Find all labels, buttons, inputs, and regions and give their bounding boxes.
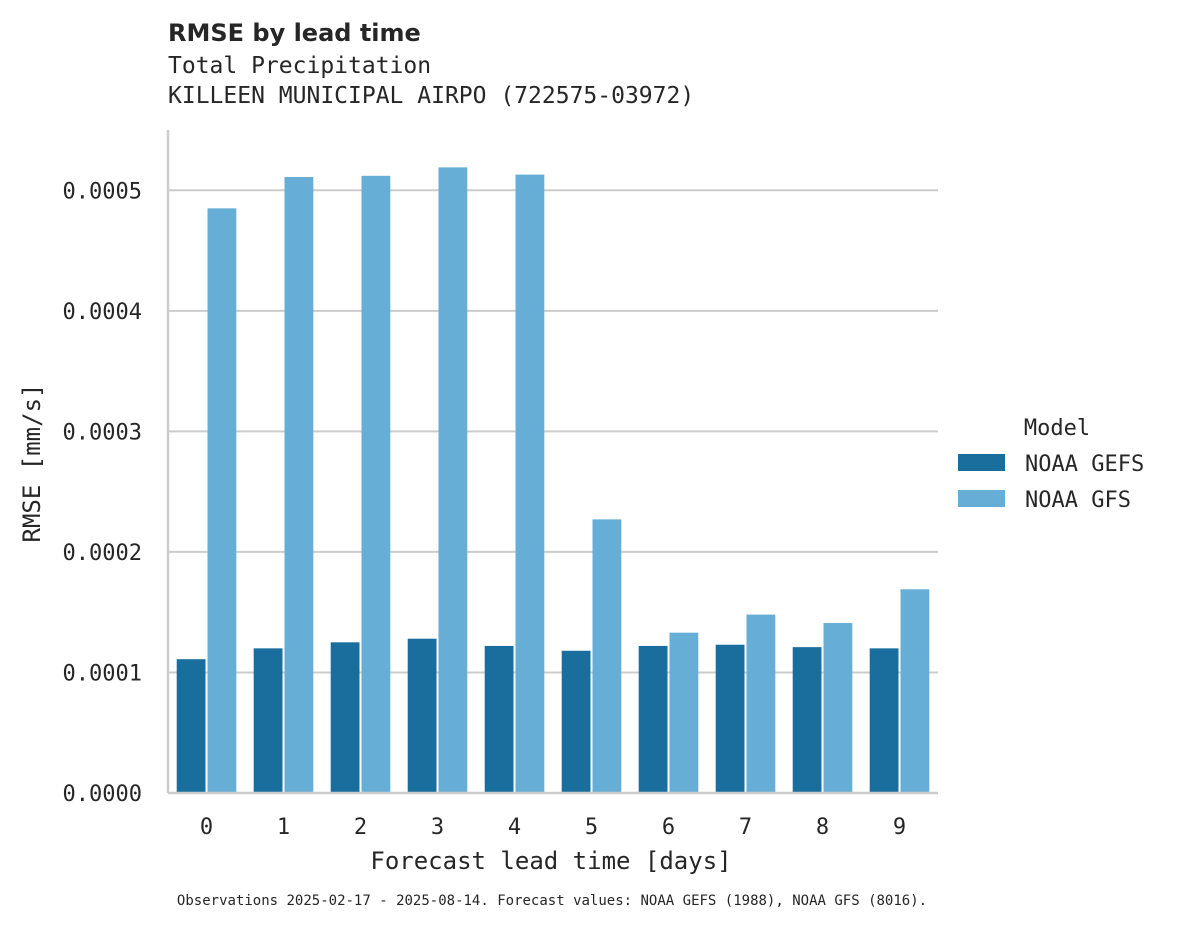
x-axis-label: Forecast lead time [days]	[370, 847, 731, 875]
y-tick-label: 0.0005	[63, 179, 142, 204]
x-tick-label: 2	[354, 815, 367, 840]
x-tick-label: 1	[277, 815, 290, 840]
axes	[166, 130, 938, 795]
chart-subtitle-variable: Total Precipitation	[168, 53, 431, 79]
legend-title: Model	[1024, 416, 1090, 441]
bar-noaa-gfs	[515, 174, 545, 794]
y-tick-label: 0.0004	[63, 300, 142, 325]
x-tick-label: 3	[431, 815, 444, 840]
bar-noaa-gfs	[592, 519, 622, 793]
legend-label-noaa-gfs: NOAA GFS	[1025, 488, 1131, 513]
bar-noaa-gefs	[330, 642, 360, 793]
bar-noaa-gefs	[869, 648, 899, 793]
y-tick-label: 0.0000	[63, 782, 142, 807]
bar-noaa-gfs	[746, 614, 776, 793]
legend-swatch-noaa-gefs	[958, 454, 1005, 471]
grid-lines	[168, 189, 938, 674]
legend: Model NOAA GEFS NOAA GFS	[958, 416, 1144, 513]
bar-noaa-gfs	[669, 632, 699, 793]
y-tick-label: 0.0002	[63, 541, 142, 566]
bar-noaa-gefs	[638, 645, 668, 793]
x-tick-label: 7	[739, 815, 752, 840]
bar-noaa-gfs	[361, 175, 391, 794]
bar-noaa-gefs	[484, 645, 514, 793]
bar-noaa-gfs	[284, 177, 314, 794]
x-tick-label: 6	[662, 815, 675, 840]
chart-footnote: Observations 2025-02-17 - 2025-08-14. Fo…	[177, 893, 927, 909]
bar-noaa-gefs	[176, 659, 206, 793]
bar-noaa-gfs	[207, 208, 237, 793]
bar-noaa-gefs	[253, 648, 283, 793]
x-tick-labels: 0 1 2 3 4 5 6 7 8 9	[200, 815, 906, 840]
y-tick-label: 0.0003	[63, 420, 142, 445]
y-tick-labels: 0.0000 0.0001 0.0002 0.0003 0.0004 0.0005	[63, 179, 142, 807]
x-tick-label: 4	[508, 815, 521, 840]
chart-title: RMSE by lead time	[168, 19, 421, 47]
legend-label-noaa-gefs: NOAA GEFS	[1025, 452, 1144, 477]
x-tick-label: 0	[200, 815, 213, 840]
bar-noaa-gfs	[900, 589, 930, 793]
legend-swatch-noaa-gfs	[958, 490, 1005, 507]
chart-subtitle-station: KILLEEN MUNICIPAL AIRPO (722575-03972)	[168, 83, 694, 109]
bars	[176, 167, 930, 794]
y-tick-label: 0.0001	[63, 661, 142, 686]
x-tick-label: 5	[585, 815, 598, 840]
bar-noaa-gfs	[438, 167, 468, 794]
bar-noaa-gefs	[715, 644, 745, 793]
x-tick-label: 8	[816, 815, 829, 840]
bar-noaa-gfs	[823, 623, 853, 793]
y-axis-label: RMSE [mm/s]	[18, 384, 46, 543]
x-tick-label: 9	[893, 815, 906, 840]
bar-noaa-gefs	[407, 638, 437, 793]
bar-noaa-gefs	[561, 650, 591, 793]
bar-noaa-gefs	[792, 647, 822, 793]
